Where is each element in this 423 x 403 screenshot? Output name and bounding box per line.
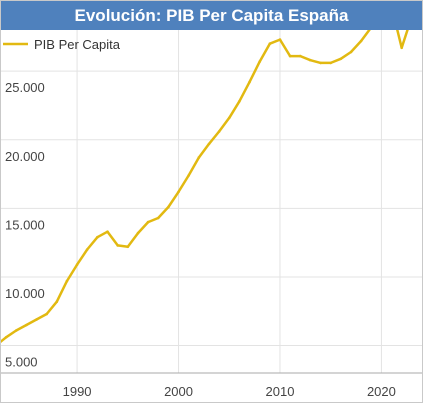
data-point <box>258 60 262 63</box>
series-line-pib-per-capita <box>1 30 409 344</box>
x-tick-label: 2020 <box>367 384 396 399</box>
data-point <box>45 312 48 316</box>
data-point <box>268 42 272 45</box>
data-point <box>278 38 282 41</box>
data-point <box>55 300 59 304</box>
data-point <box>4 336 8 339</box>
data-point <box>217 130 221 133</box>
data-point <box>156 216 160 220</box>
data-point <box>35 318 38 321</box>
chart-title: Evolución: PIB Per Capita España <box>1 1 422 30</box>
data-point <box>400 46 404 50</box>
data-point <box>299 54 302 58</box>
legend-label: PIB Per Capita <box>34 37 121 52</box>
data-point <box>339 57 343 61</box>
x-tick-label: 2010 <box>266 384 295 399</box>
data-point <box>85 248 89 251</box>
data-point <box>75 263 79 266</box>
data-point <box>167 205 170 209</box>
data-point <box>106 230 109 233</box>
data-point <box>238 100 241 103</box>
x-tick-label: 2000 <box>164 384 193 399</box>
data-point <box>136 231 140 235</box>
y-tick-label: 25.000 <box>5 80 45 95</box>
y-tick-label: 5.000 <box>5 355 38 370</box>
data-point <box>319 61 322 65</box>
data-point <box>329 61 333 65</box>
y-tick-label: 15.000 <box>5 217 45 232</box>
data-point <box>146 220 150 224</box>
data-point <box>177 190 180 194</box>
data-point <box>187 174 190 177</box>
data-point <box>126 245 130 249</box>
data-point <box>65 279 69 283</box>
data-point <box>25 323 28 327</box>
data-point <box>288 54 292 58</box>
data-point <box>116 244 119 247</box>
x-tick-label: 1990 <box>63 384 92 399</box>
data-point <box>248 80 251 84</box>
data-point <box>207 142 211 146</box>
data-point <box>197 156 201 159</box>
data-point <box>309 58 312 62</box>
data-point <box>359 39 363 43</box>
y-tick-label: 20.000 <box>5 149 45 164</box>
data-point <box>14 329 18 332</box>
data-point <box>96 235 99 239</box>
line-chart: 5.000 10.000 15.000 20.000 25.000 1990 2000 201… <box>1 30 422 399</box>
data-point <box>228 116 231 120</box>
y-tick-label: 10.000 <box>5 286 45 301</box>
data-point <box>349 50 353 54</box>
